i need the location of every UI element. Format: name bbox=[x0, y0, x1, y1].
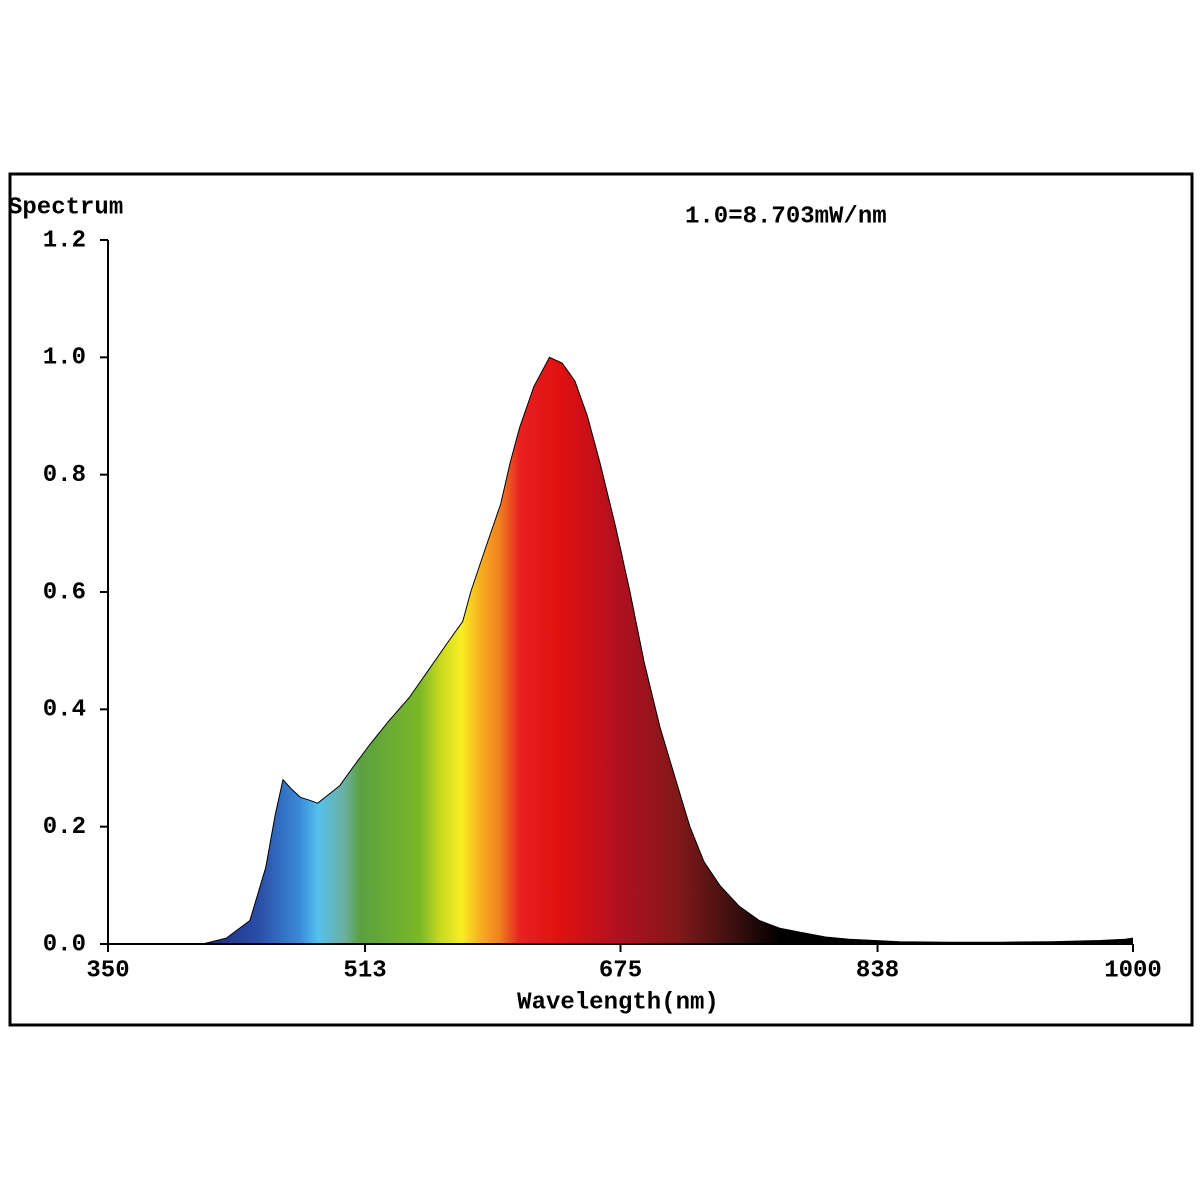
y-tick-label: 0.0 bbox=[43, 931, 86, 958]
y-tick-label: 1.0 bbox=[43, 345, 86, 372]
spectrum-area bbox=[108, 357, 1133, 944]
y-tick-label: 0.8 bbox=[43, 462, 86, 489]
y-tick-label: 0.2 bbox=[43, 814, 86, 841]
x-tick-label: 838 bbox=[856, 957, 899, 984]
y-tick-label: 1.2 bbox=[43, 227, 86, 254]
x-tick-label: 675 bbox=[599, 957, 642, 984]
x-tick-label: 350 bbox=[86, 957, 129, 984]
x-tick-label: 1000 bbox=[1104, 957, 1162, 984]
y-tick-label: 0.4 bbox=[43, 697, 86, 724]
frame bbox=[8, 172, 1194, 1027]
plot-area bbox=[108, 356, 1134, 945]
x-tick-label: 513 bbox=[343, 957, 386, 984]
annotation: 1.0=8.703mW/nm bbox=[685, 203, 887, 230]
spectrum-line bbox=[108, 356, 1134, 945]
y-tick-label: 0.6 bbox=[43, 579, 86, 606]
y-axis-label: Spectrum bbox=[8, 194, 123, 221]
x-axis-label: Wavelength(nm) bbox=[517, 989, 719, 1016]
